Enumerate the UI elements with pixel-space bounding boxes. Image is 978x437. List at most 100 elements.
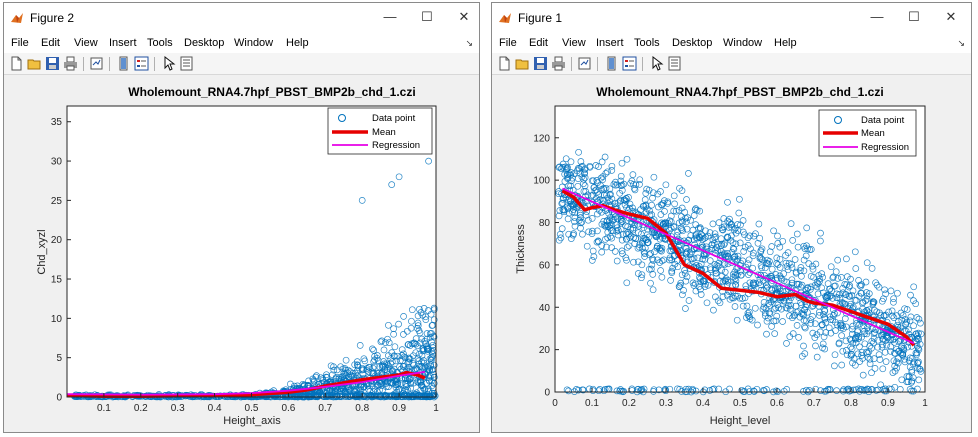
menu-desktop[interactable]: Desktop	[184, 37, 225, 49]
data-point-marker	[908, 368, 916, 376]
data-point-marker	[757, 262, 765, 270]
data-point-marker	[731, 224, 739, 232]
new-figure-icon[interactable]	[9, 56, 24, 71]
data-point-marker	[588, 257, 596, 264]
data-point-marker	[305, 377, 312, 385]
print-icon[interactable]	[551, 56, 566, 71]
menu-edit[interactable]: Edit	[529, 37, 548, 49]
data-point-marker	[817, 387, 824, 394]
data-point-marker	[768, 286, 776, 293]
data-point-marker	[836, 295, 844, 302]
menu-window[interactable]: Window	[723, 37, 763, 49]
data-point-marker	[428, 366, 436, 374]
menu-insert[interactable]: Insert	[596, 37, 624, 49]
insert-legend-icon[interactable]	[134, 56, 149, 71]
data-point-marker	[798, 281, 806, 289]
close-button[interactable]: ✕	[945, 9, 957, 24]
save-icon[interactable]	[45, 56, 60, 71]
scatter-plot[interactable]: Wholemount_RNA4.7hpf_PBST_BMP2b_chd_1.cz…	[4, 76, 479, 432]
menu-insert[interactable]: Insert	[109, 37, 137, 49]
data-point-marker	[666, 227, 673, 234]
data-point-marker	[895, 318, 902, 325]
data-point-marker	[813, 331, 821, 338]
legend[interactable]: Data point Mean Regression	[818, 109, 917, 157]
edit-plot-arrow-icon[interactable]	[649, 56, 664, 71]
data-point-marker	[559, 160, 567, 168]
data-point-marker	[693, 206, 701, 214]
data-point-marker	[426, 355, 434, 363]
menu-file[interactable]: File	[11, 37, 29, 49]
data-point-marker	[601, 236, 609, 243]
data-point-marker	[809, 262, 816, 270]
data-point-marker	[667, 225, 675, 232]
insert-legend-icon[interactable]	[622, 56, 637, 71]
menu-view[interactable]: View	[562, 37, 586, 49]
data-point-marker	[632, 181, 640, 189]
data-point-marker	[749, 264, 757, 272]
maximize-button[interactable]: ☐	[908, 9, 920, 24]
insert-colorbar-icon[interactable]	[116, 56, 131, 71]
data-point-marker	[759, 256, 766, 264]
data-point-marker	[829, 274, 837, 282]
menu-edit[interactable]: Edit	[41, 37, 60, 49]
data-point-marker	[573, 204, 581, 211]
data-point-marker	[908, 366, 916, 374]
link-plot-icon[interactable]	[89, 56, 104, 71]
data-point-marker	[374, 381, 382, 389]
data-point-marker	[571, 214, 579, 222]
x-tick-label: 0.2	[622, 398, 636, 409]
print-icon[interactable]	[63, 56, 78, 71]
data-point-marker	[414, 322, 422, 329]
menu-desktop[interactable]: Desktop	[672, 37, 713, 49]
data-point-marker	[339, 392, 346, 399]
menu-file[interactable]: File	[499, 37, 517, 49]
data-point-marker	[416, 329, 424, 337]
menu-bar: File Edit View Insert Tools Desktop Wind…	[4, 33, 479, 53]
title-bar[interactable]: Figure 2 — ☐ ✕	[4, 3, 479, 33]
save-icon[interactable]	[533, 56, 548, 71]
scatter-plot[interactable]: Wholemount_RNA4.7hpf_PBST_BMP2b_chd_1.cz…	[492, 76, 971, 432]
y-axis-label: Chd_xyzl	[36, 229, 48, 274]
data-point-marker	[812, 260, 820, 268]
data-point-marker	[811, 320, 819, 328]
menu-tools[interactable]: Tools	[634, 37, 660, 49]
menu-help[interactable]: Help	[774, 37, 797, 49]
new-figure-icon[interactable]	[497, 56, 512, 71]
data-point-marker	[704, 232, 712, 240]
minimize-button[interactable]: —	[870, 9, 884, 24]
minimize-button[interactable]: —	[383, 9, 397, 24]
open-file-icon[interactable]	[27, 56, 42, 71]
menu-view[interactable]: View	[74, 37, 98, 49]
data-point-marker	[851, 248, 859, 256]
insert-colorbar-icon[interactable]	[604, 56, 619, 71]
menu-tools[interactable]: Tools	[147, 37, 173, 49]
menu-help[interactable]: Help	[286, 37, 309, 49]
menu-window[interactable]: Window	[234, 37, 274, 49]
data-point-marker	[679, 291, 686, 299]
data-point-marker	[608, 234, 616, 242]
data-point-marker	[391, 343, 399, 351]
data-point-marker	[902, 320, 909, 328]
data-point-marker	[733, 316, 741, 324]
dock-arrow-icon[interactable]: ↘	[465, 38, 473, 48]
legend[interactable]: Data point Mean Regression	[327, 107, 433, 155]
data-point-marker	[863, 348, 870, 356]
data-point-marker	[898, 342, 906, 350]
dock-arrow-icon[interactable]: ↘	[957, 38, 965, 48]
data-point-marker	[555, 188, 563, 195]
menu-bar: File Edit View Insert Tools Desktop Wind…	[492, 33, 971, 53]
link-plot-icon[interactable]	[577, 56, 592, 71]
maximize-button[interactable]: ☐	[421, 9, 433, 24]
x-tick-label: 1	[433, 403, 439, 414]
data-point-marker	[641, 196, 649, 204]
title-bar[interactable]: Figure 1 — ☐ ✕	[492, 3, 971, 33]
data-point-marker	[622, 197, 630, 205]
edit-plot-arrow-icon[interactable]	[161, 56, 176, 71]
property-inspector-icon[interactable]	[179, 56, 194, 71]
close-button[interactable]: ✕	[458, 9, 470, 24]
open-file-icon[interactable]	[515, 56, 530, 71]
data-point-marker	[360, 355, 368, 363]
data-point-marker	[847, 300, 854, 308]
data-point-marker	[420, 305, 428, 312]
property-inspector-icon[interactable]	[667, 56, 682, 71]
